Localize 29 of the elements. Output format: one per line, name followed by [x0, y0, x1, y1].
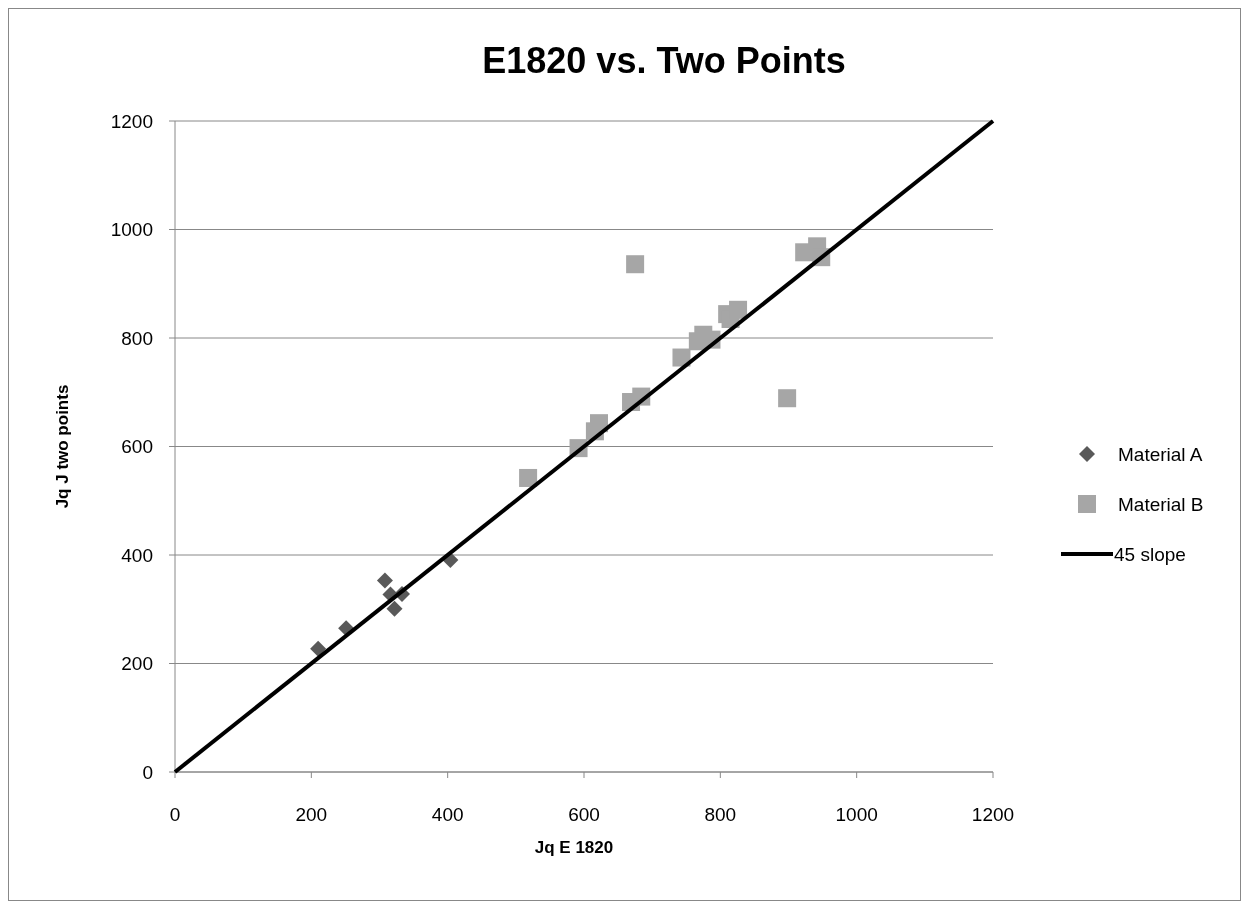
y-tick-label: 0 — [142, 761, 153, 783]
legend-label: Material A — [1118, 443, 1203, 465]
x-tick-label: 400 — [431, 804, 464, 825]
legend-label: Material B — [1118, 493, 1204, 515]
y-tick-label: 600 — [121, 436, 153, 458]
y-axis-title: Jq J two points — [53, 384, 72, 509]
point — [626, 255, 645, 274]
x-axis-title: Jq E 1820 — [534, 838, 614, 857]
y-tick-label: 400 — [121, 544, 153, 566]
x-tick-label: 200 — [295, 804, 328, 825]
x-tick-label: 1200 — [971, 804, 1015, 825]
point — [590, 414, 608, 433]
point — [729, 300, 748, 319]
point — [519, 468, 538, 487]
legend-label: 45 slope — [1114, 543, 1186, 565]
x-tick-label: 600 — [568, 804, 600, 825]
y-tick-label: 1000 — [110, 219, 153, 241]
y-tick-label: 800 — [121, 327, 153, 349]
y-tick-label: 1200 — [110, 110, 153, 132]
chart-title: E1820 vs. Two Points — [482, 40, 846, 81]
point — [376, 572, 393, 589]
point — [386, 600, 403, 617]
x-tick-label: 1000 — [835, 804, 878, 825]
point — [310, 640, 327, 657]
x-tick-label: 800 — [704, 804, 737, 825]
x-tick-label: 0 — [169, 804, 181, 825]
point — [672, 348, 691, 367]
y-tick-label: 200 — [121, 653, 153, 675]
point — [778, 389, 797, 408]
